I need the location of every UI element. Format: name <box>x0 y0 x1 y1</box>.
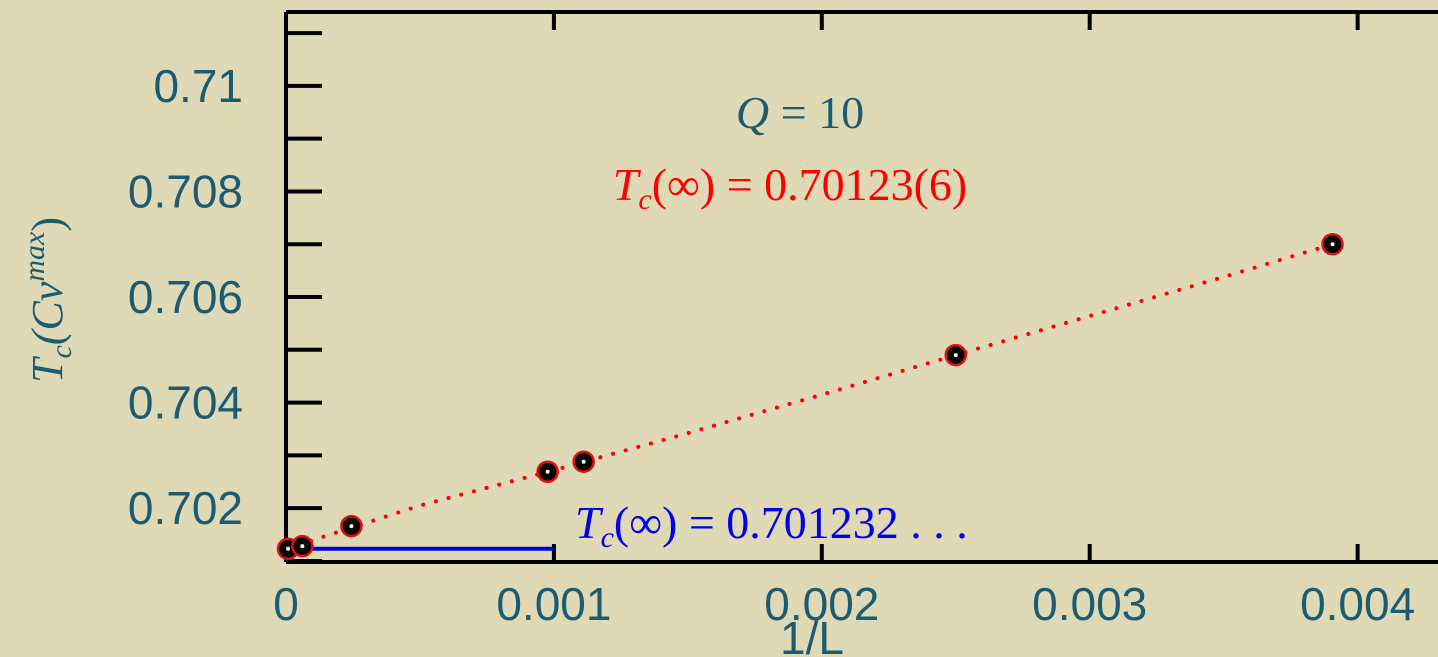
fit-label-base: T <box>613 159 642 210</box>
y-axis-title-close: ) <box>23 217 72 232</box>
data-point-center-5 <box>953 353 958 358</box>
y-tick-label-2: 0.706 <box>128 271 243 323</box>
x-tick-label-3: 0.003 <box>1032 578 1147 630</box>
y-axis-title-base: T <box>23 355 72 383</box>
axis-ticks <box>284 12 1360 563</box>
y-tick-label-0: 0.702 <box>128 482 243 534</box>
q-label-lhs: Q <box>736 87 769 138</box>
y-tick-label-1: 0.704 <box>128 377 243 429</box>
fit-label-sub: c <box>638 183 651 216</box>
y-tick-label-4: 0.71 <box>153 60 243 112</box>
data-point-center-2 <box>349 524 354 529</box>
q-label-rhs: = 10 <box>769 87 864 138</box>
q-label: Q = 10 <box>736 87 864 138</box>
y-axis-title: Tc(Cvmax) <box>18 217 78 383</box>
fit-line <box>284 242 1335 551</box>
data-point-center-0 <box>286 546 291 551</box>
plot-frame <box>284 10 1438 564</box>
y-axis-title-sub: c <box>45 345 78 358</box>
x-tick-label-1: 0.001 <box>496 578 611 630</box>
data-points <box>276 232 1344 561</box>
x-tick-label-0: 0 <box>273 578 299 630</box>
exact-label-base: T <box>575 497 604 548</box>
data-point-center-1 <box>300 544 305 549</box>
x-tick-label-2: 0.002 <box>764 578 879 630</box>
fit-label-rhs: (∞) = 0.70123(6) <box>652 159 968 210</box>
data-point-center-6 <box>1330 242 1335 247</box>
exact-label-rhs: (∞) = 0.701232 . . . <box>614 497 968 548</box>
y-axis-title-v: v <box>23 281 72 301</box>
exact-label: Tc(∞) = 0.701232 . . . <box>575 497 968 554</box>
data-point-center-4 <box>581 459 586 464</box>
y-tick-label-3: 0.708 <box>128 165 243 217</box>
data-point-center-3 <box>545 469 550 474</box>
fit-label: Tc(∞) = 0.70123(6) <box>613 159 967 216</box>
y-axis-title-body: (C <box>23 301 72 346</box>
exact-label-sub: c <box>601 521 614 554</box>
tick-labels: 0 0.001 0.002 0.003 0.004 0.702 0.704 0.706 0.70… <box>128 60 1415 630</box>
y-axis-title-sup: max <box>18 231 51 282</box>
x-axis-title: 1/L <box>780 612 844 657</box>
x-tick-label-4: 0.004 <box>1300 578 1415 630</box>
